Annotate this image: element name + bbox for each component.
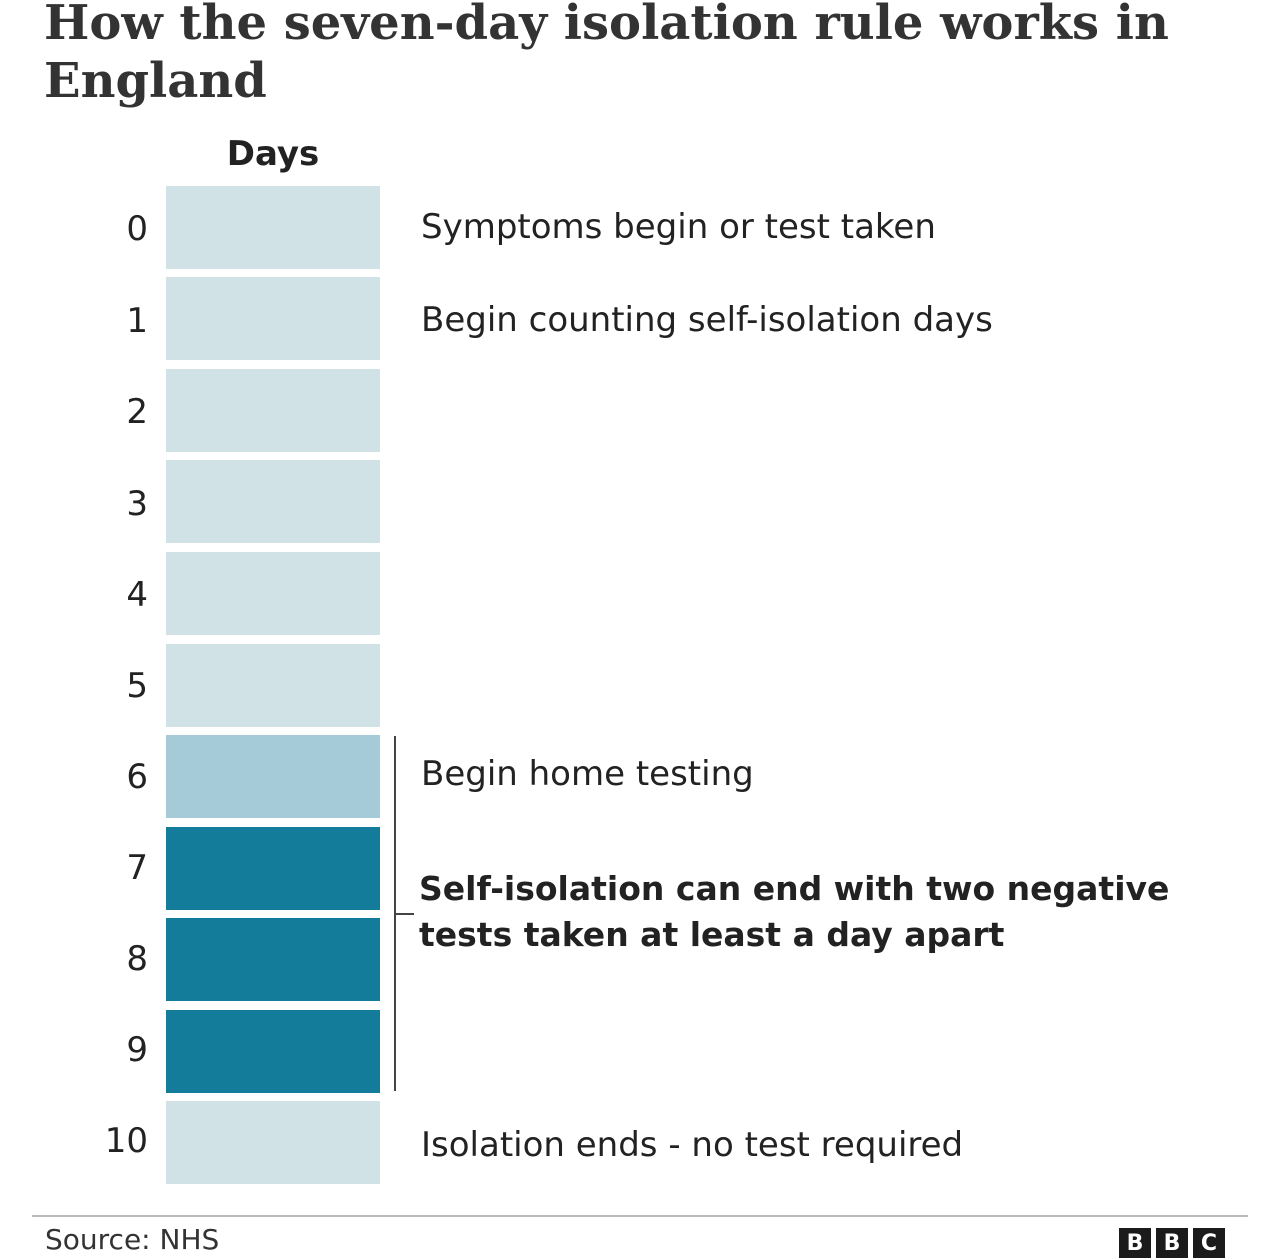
day-label-7: 7 xyxy=(126,848,148,888)
day-label-4: 4 xyxy=(126,575,148,615)
day-block-10 xyxy=(166,1101,380,1184)
day-block-0 xyxy=(166,186,380,269)
days-column-header: Days xyxy=(226,134,320,174)
day-label-0: 0 xyxy=(126,209,148,249)
bbc-logo-letter-2: B xyxy=(1156,1228,1188,1258)
annotation-day-6: Begin home testing xyxy=(421,754,754,794)
bracket-connector-line xyxy=(394,913,414,915)
day-label-3: 3 xyxy=(126,484,148,524)
day-block-4 xyxy=(166,552,380,635)
day-label-2: 2 xyxy=(126,392,148,432)
day-block-8 xyxy=(166,918,380,1001)
source-note: Source: NHS xyxy=(45,1223,220,1256)
day-block-2 xyxy=(166,369,380,452)
day-block-3 xyxy=(166,460,380,543)
chart-title: How the seven-day isolation rule works i… xyxy=(44,0,1169,109)
day-block-9 xyxy=(166,1010,380,1093)
bbc-logo-letter-1: B xyxy=(1119,1228,1151,1258)
day-label-6: 6 xyxy=(126,757,148,797)
day-block-6 xyxy=(166,735,380,818)
annotation-day-1: Begin counting self-isolation days xyxy=(421,300,993,340)
bbc-logo: B B C xyxy=(1119,1228,1225,1258)
day-label-8: 8 xyxy=(126,939,148,979)
annotation-days-7-to-9: Self-isolation can end with two negative… xyxy=(419,869,1170,954)
day-label-5: 5 xyxy=(126,666,148,706)
day-label-10: 10 xyxy=(104,1121,148,1161)
day-label-9: 9 xyxy=(126,1030,148,1070)
bbc-logo-letter-3: C xyxy=(1193,1228,1225,1258)
annotation-day-10: Isolation ends - no test required xyxy=(421,1125,964,1165)
day-label-1: 1 xyxy=(126,301,148,341)
day-block-5 xyxy=(166,644,380,727)
day-block-7 xyxy=(166,827,380,910)
footer-divider xyxy=(32,1215,1248,1217)
day-block-1 xyxy=(166,277,380,360)
annotation-day-0: Symptoms begin or test taken xyxy=(421,207,936,247)
